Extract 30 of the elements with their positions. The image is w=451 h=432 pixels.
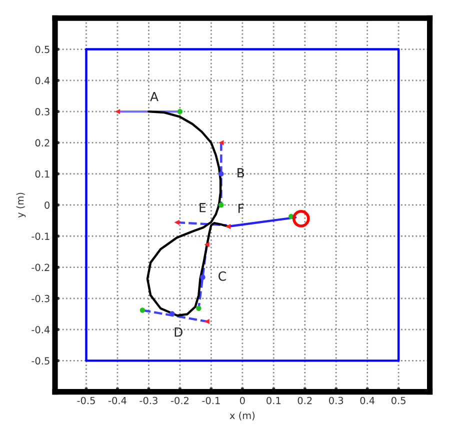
- annotation: F: [238, 204, 244, 213]
- y-tick-label: 0.4: [35, 76, 50, 84]
- x-tick-label: 0.2: [298, 396, 312, 404]
- y-tick-label: 0: [44, 201, 50, 209]
- x-tick-label: 0.3: [329, 396, 344, 404]
- x-tick-label: 0.4: [360, 396, 375, 404]
- y-tick-label: 0.2: [35, 139, 50, 147]
- annotation: B: [238, 168, 244, 178]
- x-tick-label: -0.1: [202, 396, 220, 404]
- x-tick-label: -0.4: [108, 396, 126, 404]
- x-tick-label: -0.5: [77, 396, 95, 404]
- y-tick-label: 0.3: [35, 108, 50, 116]
- y-tick-label: -0.1: [32, 232, 50, 240]
- y-tick-label: -0.3: [32, 294, 50, 302]
- x-tick-label: 0.1: [266, 396, 280, 404]
- y-tick-label: 0.5: [35, 46, 50, 54]
- x-tick-label: 0.5: [391, 396, 406, 404]
- y-tick-label: -0.5: [32, 357, 50, 365]
- x-tick-label: 0: [240, 396, 245, 404]
- y-tick-label: 0.1: [35, 170, 50, 178]
- y-tick-label: -0.4: [32, 326, 50, 334]
- annotation: D: [174, 327, 182, 337]
- y-tick-label: -0.2: [32, 264, 50, 272]
- x-tick-label: -0.2: [170, 396, 188, 404]
- y-axis-title: y (m): [16, 192, 26, 218]
- x-axis-title: x (m): [230, 412, 255, 420]
- annotation: C: [218, 271, 226, 281]
- x-tick-label: -0.3: [140, 396, 158, 404]
- annotation: E: [200, 203, 206, 212]
- annotation: A: [150, 92, 158, 102]
